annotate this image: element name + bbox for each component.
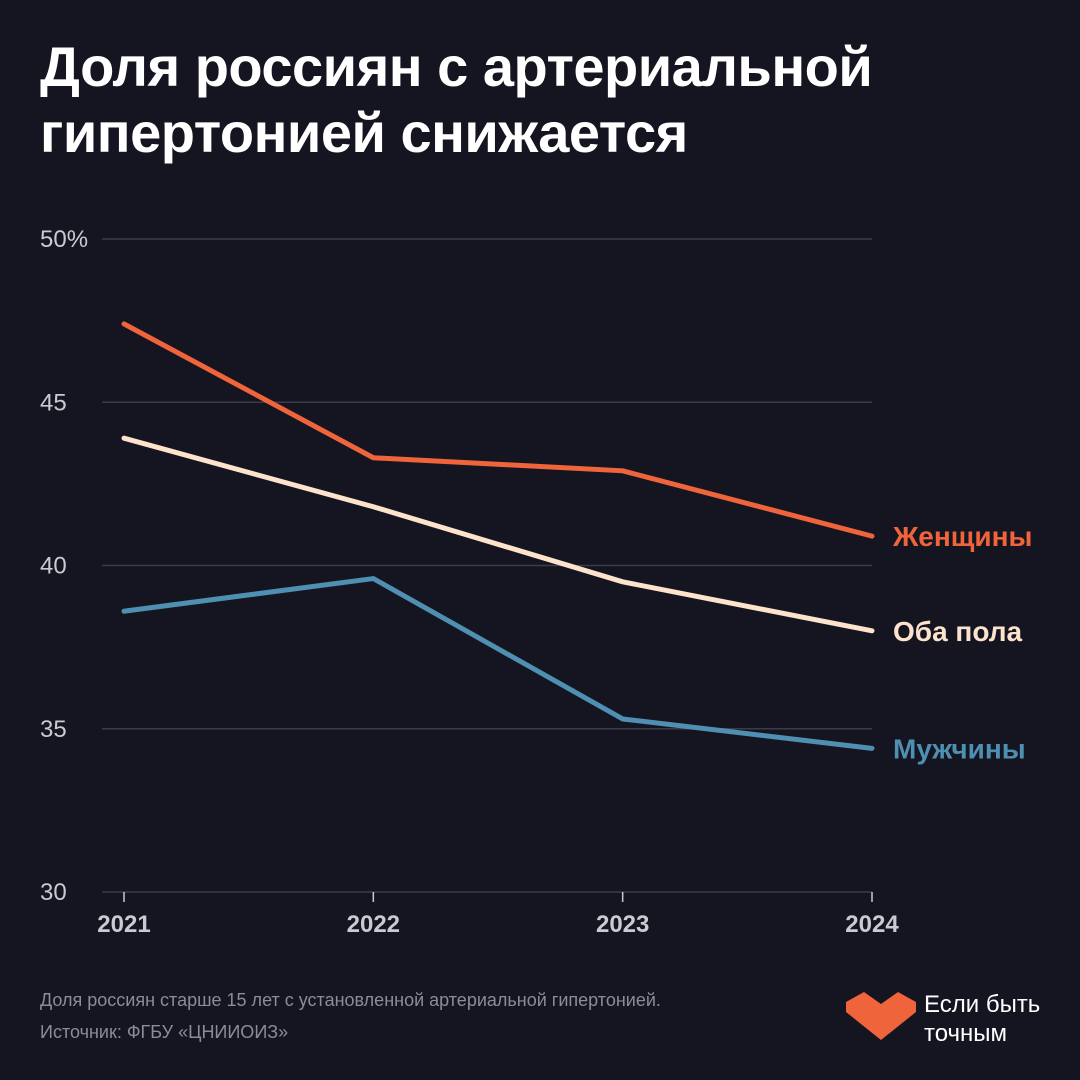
brand-line-2: точным bbox=[924, 1020, 1008, 1047]
y-tick-label: 30 bbox=[40, 879, 67, 906]
y-tick-label: 40 bbox=[40, 553, 67, 580]
x-tick-label: 2024 bbox=[845, 911, 899, 938]
series-label: Женщины bbox=[892, 521, 1032, 552]
grid-lines bbox=[102, 238, 872, 893]
y-tick-label: 50% bbox=[40, 226, 88, 253]
y-tick-label: 45 bbox=[40, 389, 67, 416]
footnote: Доля россиян старше 15 лет с установленн… bbox=[40, 984, 661, 1048]
series-line-2 bbox=[121, 576, 875, 751]
series-labels: Женщины Оба пола Мужчины bbox=[892, 521, 1032, 764]
x-tick-label: 2022 bbox=[347, 911, 400, 938]
footnote-source: Источник: ФГБУ «ЦНИИОИЗ» bbox=[40, 1022, 289, 1042]
heart-logo-icon bbox=[846, 992, 916, 1040]
brand-text: Если быть точным bbox=[924, 990, 1064, 1048]
footnote-description: Доля россиян старше 15 лет с установленн… bbox=[40, 990, 661, 1010]
series-lines bbox=[121, 321, 875, 751]
series-line-1 bbox=[121, 435, 875, 634]
brand-logo: Если быть точным bbox=[846, 990, 1056, 1050]
title-line-2: гипертонией снижается bbox=[40, 101, 688, 164]
title-line-1: Доля россиян с артериальной bbox=[40, 35, 873, 98]
page-title: Доля россиян с артериальной гипертонией … bbox=[40, 34, 1040, 166]
x-tick-label: 2023 bbox=[596, 911, 649, 938]
x-axis-ticks: 2021 2022 2023 2024 bbox=[97, 892, 899, 938]
series-label: Оба пола bbox=[893, 616, 1023, 647]
series-label: Мужчины bbox=[893, 733, 1026, 764]
brand-line-1: Если быть bbox=[924, 991, 1041, 1018]
x-tick-label: 2021 bbox=[97, 911, 150, 938]
y-tick-label: 35 bbox=[40, 716, 67, 743]
y-axis-ticks: 50% 45 40 35 30 bbox=[40, 226, 88, 906]
series-line-0 bbox=[121, 321, 875, 539]
